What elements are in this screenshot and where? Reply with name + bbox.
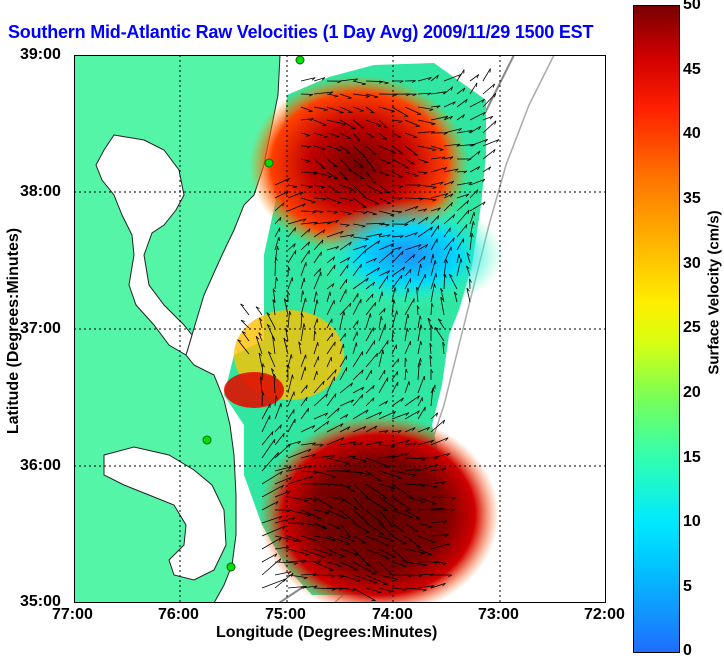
velocity-arrowhead [348, 98, 352, 99]
velocity-arrowhead [384, 510, 388, 511]
velocity-arrow [262, 392, 263, 406]
x-tick-label: 72:00 [584, 606, 625, 624]
velocity-arrowhead [385, 175, 389, 176]
x-tick-label: 74:00 [372, 606, 413, 624]
velocity-arrowhead [334, 179, 338, 180]
x-tick-label: 73:00 [478, 606, 519, 624]
low-speed-zone [314, 200, 504, 310]
colorbar-tick-label: 45 [683, 61, 701, 79]
y-tick-label: 36:00 [20, 457, 61, 475]
colorbar-tick-label: 25 [683, 319, 701, 337]
velocity-arrow [418, 172, 427, 173]
velocity-arrowhead [409, 381, 410, 385]
velocity-arrowhead [294, 410, 295, 414]
velocity-arrowhead [337, 203, 341, 204]
radar-site-marker [203, 436, 211, 444]
colorbar-tick-label: 40 [683, 125, 701, 143]
velocity-arrowhead [321, 557, 325, 558]
radar-site-marker [227, 563, 235, 571]
y-axis-label: Latitude (Degrees:Minutes) [5, 221, 23, 441]
velocity-arrowhead [424, 162, 428, 163]
x-axis-label: Longitude (Degrees:Minutes) [216, 624, 437, 642]
velocity-map [74, 55, 606, 603]
colorbar-tick-label: 30 [683, 255, 701, 273]
velocity-arrowhead [350, 190, 354, 191]
velocity-arrowhead [397, 371, 398, 375]
colorbar-tick-label: 20 [683, 384, 701, 402]
y-tick-label: 35:00 [20, 593, 61, 611]
velocity-arrow [301, 94, 313, 95]
colorbar-tick-label: 15 [683, 449, 701, 467]
colorbar-tick-label: 5 [683, 578, 692, 596]
y-tick-label: 39:00 [20, 46, 61, 64]
colorbar-tick-label: 0 [683, 642, 692, 660]
velocity-arrowhead [436, 273, 437, 277]
velocity-arrow [314, 331, 315, 341]
map-title: Southern Mid-Atlantic Raw Velocities (1 … [8, 22, 593, 43]
colorbar-tick-label: 35 [683, 190, 701, 208]
y-tick-label: 37:00 [20, 320, 61, 338]
radar-site-marker [265, 159, 273, 167]
velocity-arrowhead [374, 341, 375, 345]
velocity-colorbar [633, 5, 680, 653]
colorbar-tick-label: 50 [683, 0, 701, 14]
velocity-arrowhead [340, 113, 344, 114]
y-tick-label: 38:00 [20, 183, 61, 201]
velocity-arrowhead [438, 225, 439, 229]
colorbar-tick-label: 10 [683, 513, 701, 531]
colorbar-label: Surface Velocity (cm/s) [706, 183, 723, 403]
x-tick-label: 75:00 [265, 606, 306, 624]
radar-site-marker [296, 56, 304, 64]
velocity-arrowhead [335, 342, 336, 346]
velocity-arrowhead [346, 544, 350, 545]
map-plot-area [74, 55, 606, 603]
velocity-arrowhead [474, 212, 475, 216]
x-tick-label: 76:00 [158, 606, 199, 624]
velocity-arrowhead [378, 481, 382, 482]
velocity-arrowhead [380, 534, 384, 535]
